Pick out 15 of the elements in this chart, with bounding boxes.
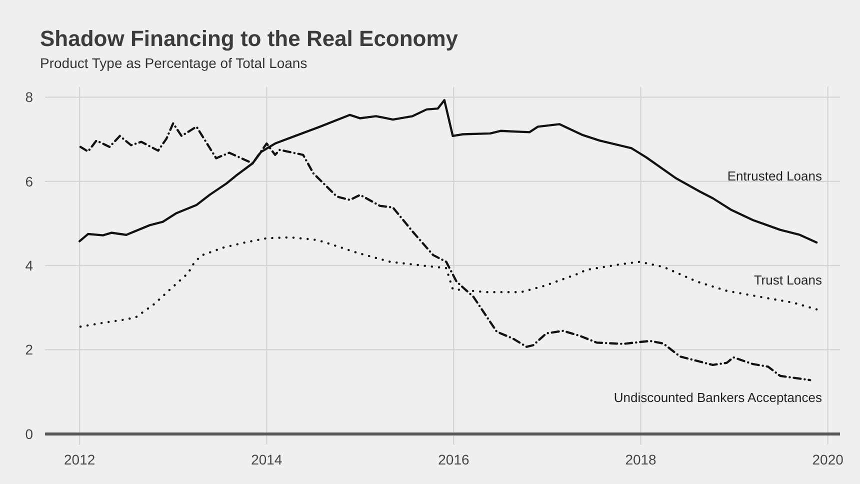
y-tick-label: 8 <box>25 89 34 106</box>
y-tick-label: 2 <box>25 342 34 358</box>
x-tick-label: 2018 <box>625 452 657 468</box>
chart-title: Shadow Financing to the Real Economy <box>40 26 459 51</box>
x-tick-label: 2016 <box>438 452 470 468</box>
chart-subtitle: Product Type as Percentage of Total Loans <box>40 55 308 71</box>
series-label: Entrusted Loans <box>727 168 822 184</box>
y-tick-label: 6 <box>25 173 34 190</box>
series-label: Trust Loans <box>754 272 822 288</box>
y-tick-label: 0 <box>25 426 34 442</box>
x-tick-label: 2014 <box>251 452 282 468</box>
series-label: Undiscounted Bankers Acceptances <box>614 390 822 406</box>
x-tick-label: 2012 <box>64 452 96 468</box>
x-tick-label: 2020 <box>812 452 844 468</box>
y-tick-label: 4 <box>25 258 34 274</box>
